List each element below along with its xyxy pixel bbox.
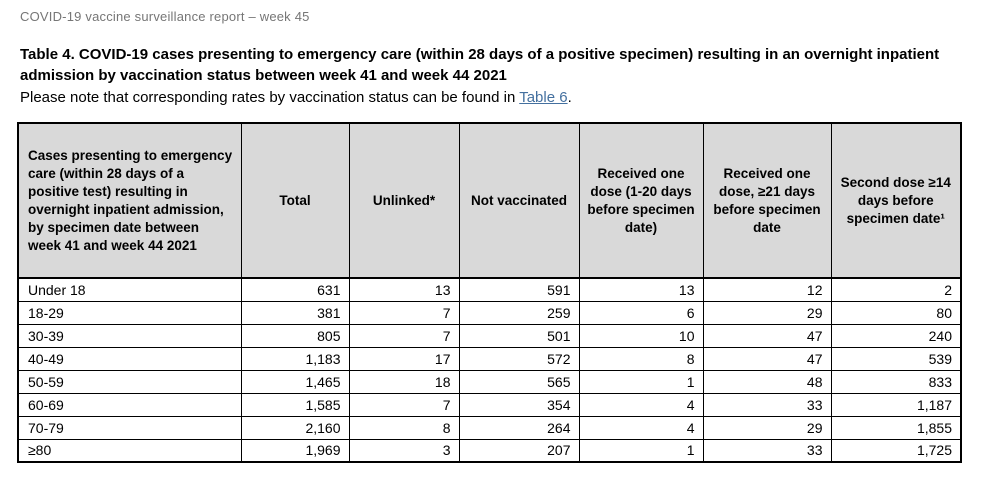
- one-dose-21-cell: 47: [702, 323, 832, 348]
- one-dose-21-cell: 47: [702, 346, 832, 371]
- one-dose-21-cell: 29: [702, 300, 832, 325]
- header-cell-not-vaccinated: Not vaccinated: [458, 122, 580, 279]
- unlinked-cell: 7: [348, 323, 460, 348]
- second-dose-cell: 833: [830, 369, 962, 394]
- table-row: 18-29 381 7 259 6 29 80: [17, 300, 962, 325]
- age-group-cell: 30-39: [17, 323, 242, 348]
- second-dose-cell: 240: [830, 323, 962, 348]
- total-cell: 1,585: [240, 392, 350, 417]
- age-group-cell: Under 18: [17, 277, 242, 302]
- not-vaccinated-cell: 591: [458, 277, 580, 302]
- one-dose-21-cell: 12: [702, 277, 832, 302]
- header-cell-unlinked: Unlinked*: [348, 122, 460, 279]
- unlinked-cell: 13: [348, 277, 460, 302]
- one-dose-1-20-cell: 13: [578, 277, 704, 302]
- not-vaccinated-cell: 354: [458, 392, 580, 417]
- one-dose-1-20-cell: 10: [578, 323, 704, 348]
- page-title: Table 4. COVID-19 cases presenting to em…: [20, 46, 940, 84]
- table-row: 50-59 1,465 18 565 1 48 833: [17, 369, 962, 394]
- not-vaccinated-cell: 565: [458, 369, 580, 394]
- cases-by-vaccination-status-table: Cases presenting to emergency care (with…: [17, 122, 962, 463]
- header-cell-cases-description: Cases presenting to emergency care (with…: [17, 122, 242, 279]
- not-vaccinated-cell: 207: [458, 438, 580, 463]
- not-vaccinated-cell: 259: [458, 300, 580, 325]
- age-group-cell: 40-49: [17, 346, 242, 371]
- second-dose-cell: 539: [830, 346, 962, 371]
- table-row: Under 18 631 13 591 13 12 2: [17, 277, 962, 302]
- age-group-cell: ≥80: [17, 438, 242, 463]
- header-cell-total: Total: [240, 122, 350, 279]
- second-dose-cell: 2: [830, 277, 962, 302]
- total-cell: 805: [240, 323, 350, 348]
- one-dose-1-20-cell: 4: [578, 392, 704, 417]
- second-dose-cell: 1,187: [830, 392, 962, 417]
- one-dose-1-20-cell: 8: [578, 346, 704, 371]
- one-dose-1-20-cell: 4: [578, 415, 704, 440]
- one-dose-21-cell: 48: [702, 369, 832, 394]
- table-header-row: Cases presenting to emergency care (with…: [17, 122, 962, 279]
- age-group-cell: 50-59: [17, 369, 242, 394]
- total-cell: 1,465: [240, 369, 350, 394]
- report-header-label: COVID-19 vaccine surveillance report – w…: [20, 9, 310, 24]
- table-6-link[interactable]: Table 6: [519, 89, 568, 106]
- note-text: Please note that corresponding rates by …: [20, 88, 970, 108]
- total-cell: 1,183: [240, 346, 350, 371]
- one-dose-21-cell: 33: [702, 392, 832, 417]
- unlinked-cell: 3: [348, 438, 460, 463]
- header-cell-one-dose-1-20-days: Received one dose (1-20 days before spec…: [578, 122, 704, 279]
- table-row: 40-49 1,183 17 572 8 47 539: [17, 346, 962, 371]
- table-row: 70-79 2,160 8 264 4 29 1,855: [17, 415, 962, 440]
- unlinked-cell: 7: [348, 392, 460, 417]
- unlinked-cell: 8: [348, 415, 460, 440]
- not-vaccinated-cell: 264: [458, 415, 580, 440]
- second-dose-cell: 80: [830, 300, 962, 325]
- not-vaccinated-cell: 501: [458, 323, 580, 348]
- one-dose-21-cell: 33: [702, 438, 832, 463]
- total-cell: 1,969: [240, 438, 350, 463]
- second-dose-cell: 1,855: [830, 415, 962, 440]
- unlinked-cell: 17: [348, 346, 460, 371]
- header-cell-second-dose: Second dose ≥14 days before specimen dat…: [830, 122, 962, 279]
- one-dose-21-cell: 29: [702, 415, 832, 440]
- not-vaccinated-cell: 572: [458, 346, 580, 371]
- one-dose-1-20-cell: 6: [578, 300, 704, 325]
- total-cell: 631: [240, 277, 350, 302]
- note-suffix: .: [567, 89, 572, 106]
- age-group-cell: 70-79: [17, 415, 242, 440]
- second-dose-cell: 1,725: [830, 438, 962, 463]
- total-cell: 2,160: [240, 415, 350, 440]
- table-row: 60-69 1,585 7 354 4 33 1,187: [17, 392, 962, 417]
- unlinked-cell: 7: [348, 300, 460, 325]
- table-row: 30-39 805 7 501 10 47 240: [17, 323, 962, 348]
- table-row: ≥80 1,969 3 207 1 33 1,725: [17, 438, 962, 463]
- unlinked-cell: 18: [348, 369, 460, 394]
- one-dose-1-20-cell: 1: [578, 438, 704, 463]
- age-group-cell: 60-69: [17, 392, 242, 417]
- total-cell: 381: [240, 300, 350, 325]
- one-dose-1-20-cell: 1: [578, 369, 704, 394]
- age-group-cell: 18-29: [17, 300, 242, 325]
- header-cell-one-dose-21-days: Received one dose, ≥21 days before speci…: [702, 122, 832, 279]
- note-prefix: Please note that corresponding rates by …: [20, 89, 520, 106]
